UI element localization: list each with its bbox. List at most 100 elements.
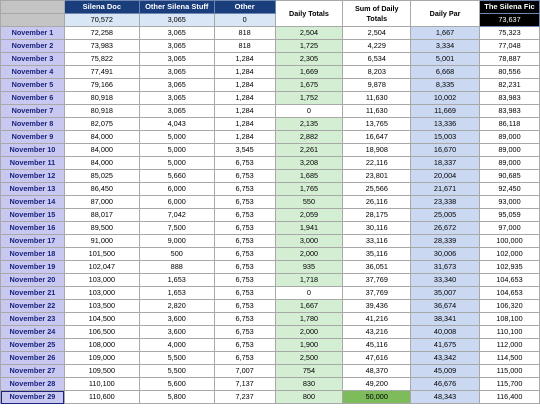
the-silena-fic-cell[interactable]: 100,000 <box>478 234 540 248</box>
daily-par-cell[interactable]: 30,006 <box>410 247 480 261</box>
silena-doc-cell[interactable]: 72,258 <box>63 26 140 40</box>
the-silena-fic-cell[interactable]: 112,000 <box>478 338 540 352</box>
daily-par-cell[interactable]: 3,334 <box>410 39 480 53</box>
sum-of-daily-totals-cell[interactable]: 30,116 <box>342 221 412 235</box>
sum-of-daily-totals-cell[interactable]: 18,908 <box>342 143 412 157</box>
daily-par-cell[interactable]: 20,004 <box>410 169 480 183</box>
other-cell[interactable]: 6,753 <box>213 273 276 287</box>
daily-par-cell[interactable]: 41,675 <box>410 338 480 352</box>
date-cell[interactable]: November 5 <box>0 78 65 92</box>
silena-doc-cell[interactable]: 104,500 <box>63 312 140 326</box>
daily-total-cell[interactable]: 1,752 <box>274 91 344 105</box>
date-cell[interactable]: November 26 <box>0 351 65 365</box>
daily-par-cell[interactable]: 43,342 <box>410 351 480 365</box>
date-cell[interactable]: November 17 <box>0 234 65 248</box>
date-cell[interactable]: November 20 <box>0 273 65 287</box>
baseline-other-silena-stuff[interactable]: 3,065 <box>138 13 215 27</box>
daily-total-cell[interactable]: 935 <box>274 260 344 274</box>
silena-doc-cell[interactable]: 110,600 <box>63 390 140 404</box>
silena-doc-cell[interactable]: 77,491 <box>63 65 140 79</box>
the-silena-fic-cell[interactable]: 95,059 <box>478 208 540 222</box>
silena-doc-cell[interactable]: 73,983 <box>63 39 140 53</box>
daily-par-cell[interactable]: 21,671 <box>410 182 480 196</box>
other-silena-stuff-cell[interactable]: 6,000 <box>138 195 215 209</box>
sum-of-daily-totals-cell[interactable]: 22,116 <box>342 156 412 170</box>
sum-of-daily-totals-cell[interactable]: 33,116 <box>342 234 412 248</box>
sum-of-daily-totals-cell[interactable]: 43,216 <box>342 325 412 339</box>
baseline-date-cell[interactable] <box>0 13 65 27</box>
other-cell[interactable]: 6,753 <box>213 156 276 170</box>
sum-of-daily-totals-cell[interactable]: 48,370 <box>342 364 412 378</box>
daily-par-cell[interactable]: 6,668 <box>410 65 480 79</box>
daily-total-cell[interactable]: 1,669 <box>274 65 344 79</box>
date-cell[interactable]: November 27 <box>0 364 65 378</box>
date-cell[interactable]: November 4 <box>0 65 65 79</box>
other-silena-stuff-cell[interactable]: 4,000 <box>138 338 215 352</box>
date-cell[interactable]: November 2 <box>0 39 65 53</box>
silena-doc-cell[interactable]: 106,500 <box>63 325 140 339</box>
sum-of-daily-totals-cell[interactable]: 26,116 <box>342 195 412 209</box>
date-cell[interactable]: November 21 <box>0 286 65 300</box>
header-date[interactable] <box>0 0 65 14</box>
silena-doc-cell[interactable]: 80,918 <box>63 91 140 105</box>
sum-of-daily-totals-cell[interactable]: 13,765 <box>342 117 412 131</box>
daily-total-cell[interactable]: 0 <box>274 104 344 118</box>
the-silena-fic-cell[interactable]: 106,320 <box>478 299 540 313</box>
daily-total-cell[interactable]: 830 <box>274 377 344 391</box>
daily-total-cell[interactable]: 0 <box>274 286 344 300</box>
baseline-other[interactable]: 0 <box>213 13 276 27</box>
other-cell[interactable]: 6,753 <box>213 338 276 352</box>
the-silena-fic-cell[interactable]: 115,700 <box>478 377 540 391</box>
daily-par-cell[interactable]: 45,009 <box>410 364 480 378</box>
daily-total-cell[interactable]: 1,941 <box>274 221 344 235</box>
silena-doc-cell[interactable]: 75,822 <box>63 52 140 66</box>
sum-of-daily-totals-cell[interactable]: 47,616 <box>342 351 412 365</box>
other-silena-stuff-cell[interactable]: 9,000 <box>138 234 215 248</box>
other-silena-stuff-cell[interactable]: 7,042 <box>138 208 215 222</box>
date-cell[interactable]: November 24 <box>0 325 65 339</box>
the-silena-fic-cell[interactable]: 90,685 <box>478 169 540 183</box>
date-cell[interactable]: November 3 <box>0 52 65 66</box>
silena-doc-cell[interactable]: 103,000 <box>63 286 140 300</box>
silena-doc-cell[interactable]: 110,100 <box>63 377 140 391</box>
daily-total-cell[interactable]: 1,900 <box>274 338 344 352</box>
date-cell[interactable]: November 10 <box>0 143 65 157</box>
other-cell[interactable]: 1,284 <box>213 104 276 118</box>
other-silena-stuff-cell[interactable]: 3,600 <box>138 325 215 339</box>
the-silena-fic-cell[interactable]: 110,100 <box>478 325 540 339</box>
date-cell[interactable]: November 9 <box>0 130 65 144</box>
daily-total-cell[interactable]: 2,059 <box>274 208 344 222</box>
daily-par-cell[interactable]: 35,007 <box>410 286 480 300</box>
the-silena-fic-cell[interactable]: 80,556 <box>478 65 540 79</box>
the-silena-fic-cell[interactable]: 86,118 <box>478 117 540 131</box>
daily-total-cell[interactable]: 1,780 <box>274 312 344 326</box>
sum-of-daily-totals-cell[interactable]: 49,200 <box>342 377 412 391</box>
the-silena-fic-cell[interactable]: 89,000 <box>478 143 540 157</box>
sum-of-daily-totals-cell[interactable]: 37,769 <box>342 273 412 287</box>
date-cell[interactable]: November 6 <box>0 91 65 105</box>
daily-total-cell[interactable]: 754 <box>274 364 344 378</box>
header-sum-of-daily-totals[interactable]: Sum of Daily Totals <box>342 0 412 27</box>
sum-of-daily-totals-cell[interactable]: 45,116 <box>342 338 412 352</box>
date-cell[interactable]: November 11 <box>0 156 65 170</box>
daily-par-cell[interactable]: 23,338 <box>410 195 480 209</box>
daily-total-cell[interactable]: 3,000 <box>274 234 344 248</box>
other-cell[interactable]: 1,284 <box>213 117 276 131</box>
header-other[interactable]: Other <box>213 0 276 14</box>
other-silena-stuff-cell[interactable]: 3,065 <box>138 26 215 40</box>
daily-par-cell[interactable]: 1,667 <box>410 26 480 40</box>
other-cell[interactable]: 1,284 <box>213 52 276 66</box>
other-silena-stuff-cell[interactable]: 3,065 <box>138 39 215 53</box>
daily-total-cell[interactable]: 2,000 <box>274 247 344 261</box>
daily-total-cell[interactable]: 1,765 <box>274 182 344 196</box>
other-cell[interactable]: 1,284 <box>213 65 276 79</box>
daily-par-cell[interactable]: 10,002 <box>410 91 480 105</box>
date-cell[interactable]: November 16 <box>0 221 65 235</box>
silena-doc-cell[interactable]: 82,075 <box>63 117 140 131</box>
the-silena-fic-cell[interactable]: 78,887 <box>478 52 540 66</box>
date-cell[interactable]: November 15 <box>0 208 65 222</box>
the-silena-fic-cell[interactable]: 115,000 <box>478 364 540 378</box>
silena-doc-cell[interactable]: 87,000 <box>63 195 140 209</box>
the-silena-fic-cell[interactable]: 89,000 <box>478 130 540 144</box>
other-cell[interactable]: 7,007 <box>213 364 276 378</box>
